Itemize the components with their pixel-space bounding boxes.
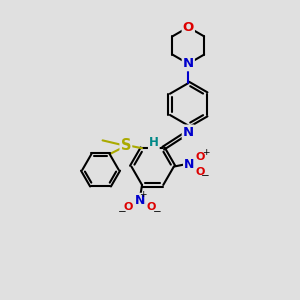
Text: N: N	[134, 194, 145, 207]
Text: −: −	[152, 207, 161, 217]
Text: O: O	[183, 21, 194, 34]
Text: O: O	[124, 202, 133, 212]
Text: H: H	[149, 136, 159, 149]
Text: +: +	[140, 190, 147, 199]
Text: −: −	[118, 207, 127, 217]
Text: O: O	[196, 152, 205, 162]
Text: +: +	[202, 148, 209, 157]
Text: S: S	[121, 138, 131, 153]
Text: N: N	[183, 125, 194, 139]
Text: −: −	[201, 171, 210, 181]
Text: O: O	[196, 167, 205, 177]
Text: N: N	[184, 158, 194, 171]
Text: O: O	[146, 202, 156, 212]
Text: N: N	[183, 57, 194, 70]
